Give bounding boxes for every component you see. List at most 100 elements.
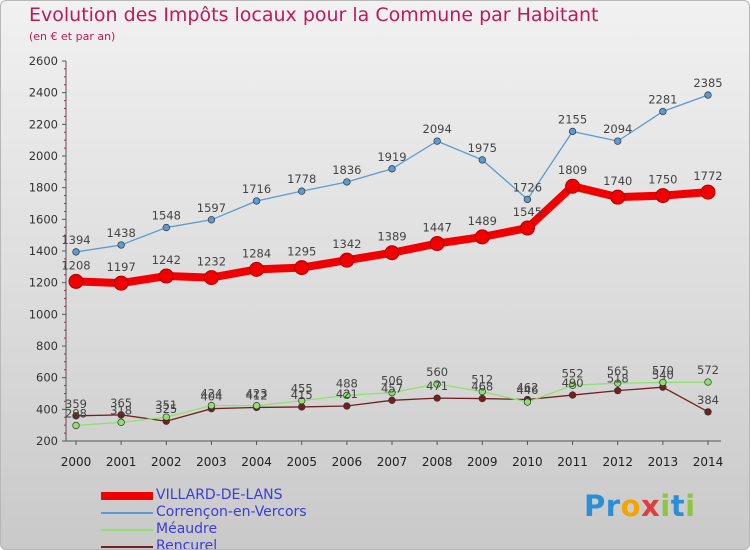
data-point <box>610 189 626 205</box>
data-point <box>478 156 486 164</box>
x-tick-label: 2008 <box>422 455 453 469</box>
data-point <box>113 275 129 291</box>
proxiti-logo: Proxiti <box>584 489 696 523</box>
data-label: 2155 <box>558 112 587 126</box>
data-point <box>298 187 306 195</box>
data-label: 1342 <box>332 237 361 251</box>
data-point <box>68 273 84 289</box>
x-tick-label: 2011 <box>557 455 588 469</box>
data-point <box>388 396 396 404</box>
data-point <box>565 178 581 194</box>
data-point <box>72 421 80 430</box>
y-tick-label: 1000 <box>29 307 58 321</box>
data-point <box>207 401 216 410</box>
data-label: 1242 <box>152 253 181 267</box>
data-label: 365 <box>110 396 132 410</box>
data-label: 1447 <box>423 221 452 235</box>
x-tick-label: 2000 <box>61 455 92 469</box>
data-label: 1232 <box>197 255 226 269</box>
data-label: 325 <box>155 402 177 416</box>
y-tick-label: 2600 <box>29 54 58 68</box>
data-label: 1778 <box>287 172 316 186</box>
data-label: 423 <box>246 387 268 401</box>
data-label: 1597 <box>197 201 226 215</box>
data-point <box>162 413 170 421</box>
data-label: 404 <box>200 390 222 404</box>
data-point <box>249 261 265 277</box>
data-point <box>614 137 622 145</box>
data-label: 518 <box>607 372 629 386</box>
data-label: 565 <box>607 364 629 378</box>
data-label: 1716 <box>242 182 271 196</box>
data-label: 1726 <box>513 180 542 194</box>
data-point <box>700 184 716 200</box>
data-label: 1809 <box>558 163 587 177</box>
data-label: 471 <box>426 379 448 393</box>
data-point <box>568 127 577 136</box>
data-label: 457 <box>381 381 403 395</box>
y-tick-label: 1400 <box>29 244 58 258</box>
data-point <box>72 412 80 420</box>
chart-title: Evolution des Impôts locaux pour la Comm… <box>29 4 599 26</box>
data-label: 1295 <box>287 245 316 259</box>
legend-label: Corrençon-en-Vercors <box>156 504 307 520</box>
data-label: 1975 <box>468 141 497 155</box>
data-label: 455 <box>291 382 313 396</box>
y-tick-label: 2400 <box>29 86 58 100</box>
logo-letter: t <box>670 489 686 523</box>
data-point <box>162 223 170 232</box>
data-point <box>523 398 532 406</box>
x-tick-label: 2005 <box>286 455 317 469</box>
legend-swatch <box>101 492 153 500</box>
data-label: 421 <box>336 387 358 401</box>
chart-subtitle: (en € et par an) <box>29 30 116 43</box>
data-label: 2385 <box>693 76 722 90</box>
x-tick-label: 2010 <box>512 455 543 469</box>
data-point <box>433 380 441 388</box>
x-tick-label: 2006 <box>332 455 363 469</box>
data-label: 1740 <box>603 174 632 188</box>
data-label: 2281 <box>648 93 677 107</box>
data-label: 424 <box>200 387 222 401</box>
data-point <box>117 241 125 249</box>
data-point <box>433 394 441 402</box>
logo-letter: i <box>660 489 671 523</box>
y-tick-label: 1600 <box>29 212 58 226</box>
data-label: 490 <box>562 376 584 390</box>
logo-letter: x <box>641 489 661 523</box>
y-tick-label: 2000 <box>29 149 58 163</box>
y-tick-label: 400 <box>36 402 58 416</box>
data-point <box>252 402 261 410</box>
data-label: 1438 <box>107 226 136 240</box>
line-chart: 200 400 600 800 1000 1200 1400 1600 1800 2000 2200… <box>29 54 724 469</box>
data-label: 1394 <box>61 233 90 247</box>
x-tick-label: 2002 <box>151 455 182 469</box>
data-label: 1772 <box>693 169 722 183</box>
data-point <box>433 137 441 145</box>
data-label: 2094 <box>603 122 632 136</box>
x-tick-label: 2013 <box>648 455 679 469</box>
data-point <box>388 165 396 173</box>
data-label: 1389 <box>377 230 406 244</box>
legend-swatch <box>101 512 153 514</box>
data-point <box>72 248 80 256</box>
data-point <box>343 402 351 410</box>
data-point <box>203 270 219 286</box>
data-label: 572 <box>697 363 719 377</box>
data-label: 1197 <box>107 260 136 274</box>
data-label: 351 <box>155 398 177 412</box>
data-point <box>478 394 486 403</box>
data-point <box>298 396 306 405</box>
data-point <box>117 411 125 419</box>
data-point <box>614 379 622 387</box>
y-tick-label: 600 <box>36 371 58 385</box>
logo-letter: o <box>620 489 642 523</box>
data-label: 570 <box>652 363 674 377</box>
legend-label: Rencurel <box>156 538 218 550</box>
data-point <box>117 418 125 426</box>
data-label: 1489 <box>468 214 497 228</box>
data-point <box>298 403 306 411</box>
y-tick-label: 1200 <box>29 276 58 290</box>
data-label: 1545 <box>513 205 542 219</box>
